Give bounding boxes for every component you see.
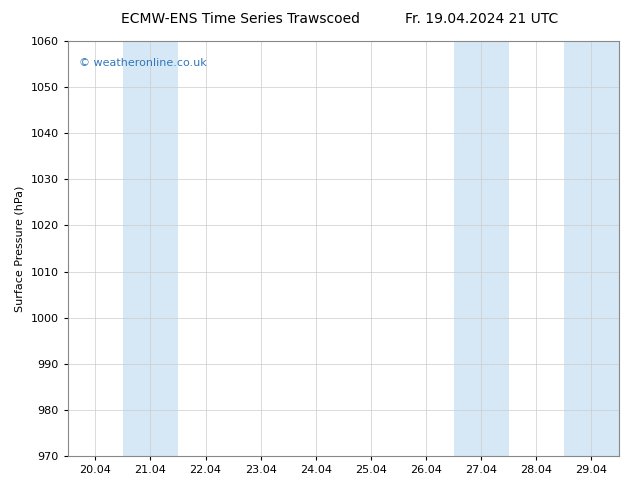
Bar [123, 41, 178, 456]
Text: Fr. 19.04.2024 21 UTC: Fr. 19.04.2024 21 UTC [405, 12, 559, 26]
Text: ECMW-ENS Time Series Trawscoed: ECMW-ENS Time Series Trawscoed [122, 12, 360, 26]
Text: © weatheronline.co.uk: © weatheronline.co.uk [79, 58, 207, 68]
Bar [453, 41, 508, 456]
Bar [564, 41, 619, 456]
Y-axis label: Surface Pressure (hPa): Surface Pressure (hPa) [15, 185, 25, 312]
